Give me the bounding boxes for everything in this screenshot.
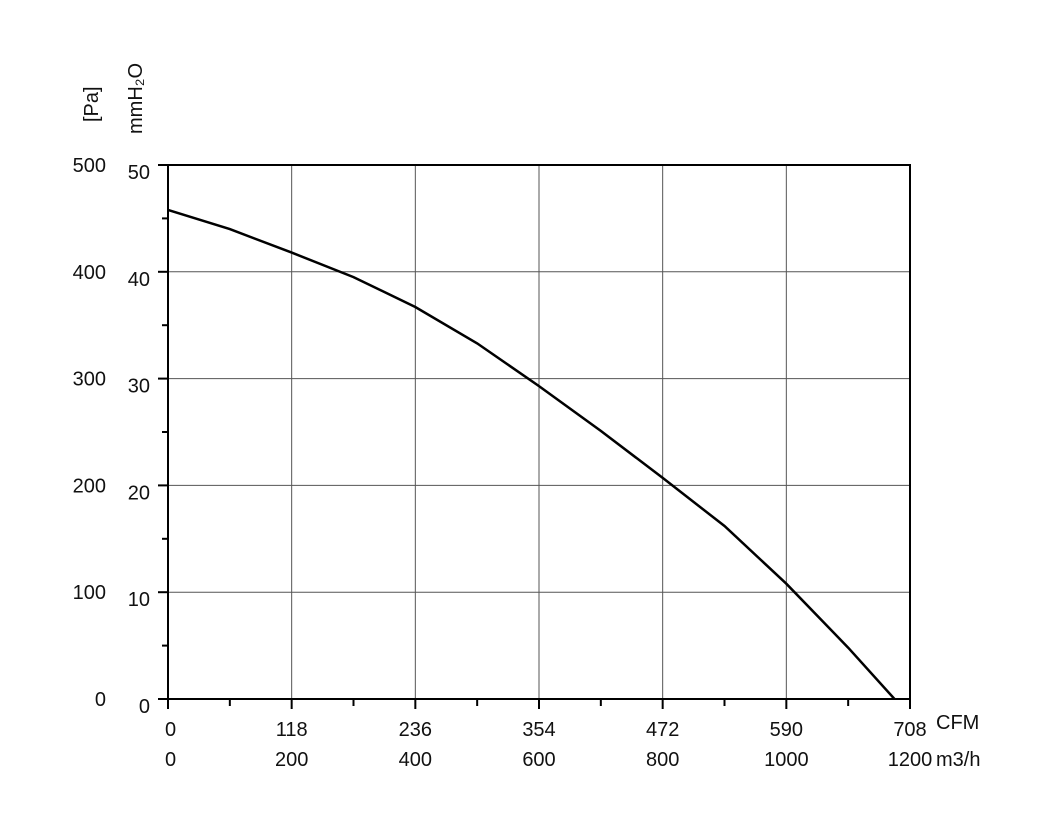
y-tick-label-pa: 300: [73, 369, 106, 391]
x-tick-label-cfm: 236: [399, 719, 432, 741]
y-tick-label-mmh2o: 10: [128, 589, 150, 611]
y-tick-label-mmh2o: 20: [128, 482, 150, 504]
y-unit-pa-label: [Pa]: [81, 86, 103, 122]
x-tick-label-m3h: 800: [646, 749, 679, 771]
axis-ticks: [158, 164, 911, 709]
y-tick-label-mmh2o: 0: [139, 696, 150, 718]
x-unit-m3h-label: m3/h: [936, 749, 980, 771]
y-tick-label-mmh2o: 30: [128, 376, 150, 398]
pressure-curve: [167, 208, 896, 700]
x-tick-label-cfm: 0: [165, 719, 176, 741]
y-tick-label-pa: 200: [73, 475, 106, 497]
y-tick-label-pa: 0: [95, 689, 106, 711]
y-tick-label-mmh2o: 40: [128, 269, 150, 291]
x-unit-cfm-label: CFM: [936, 712, 979, 734]
grid: [168, 165, 910, 699]
y-unit-mmh2o-label: mmH₂O: [125, 63, 147, 134]
x-tick-label-cfm: 354: [522, 719, 555, 741]
x-tick-label-cfm: 118: [276, 719, 308, 741]
y-tick-label-mmh2o: 50: [128, 162, 150, 184]
x-tick-label-m3h: 600: [522, 749, 555, 771]
x-tick-label-cfm: 708: [893, 719, 926, 741]
y-tick-label-pa: 400: [73, 262, 106, 284]
y-tick-label-pa: 500: [73, 155, 106, 177]
x-tick-label-m3h: 200: [275, 749, 308, 771]
x-tick-label-m3h: 400: [399, 749, 432, 771]
y-tick-label-pa: 100: [73, 582, 106, 604]
x-tick-label-cfm: 472: [646, 719, 679, 741]
series-group: [167, 208, 896, 700]
x-tick-label-m3h: 1000: [764, 749, 809, 771]
x-tick-label-m3h: 1200: [888, 749, 933, 771]
x-tick-label-m3h: 0: [165, 749, 176, 771]
x-tick-label-cfm: 590: [770, 719, 803, 741]
